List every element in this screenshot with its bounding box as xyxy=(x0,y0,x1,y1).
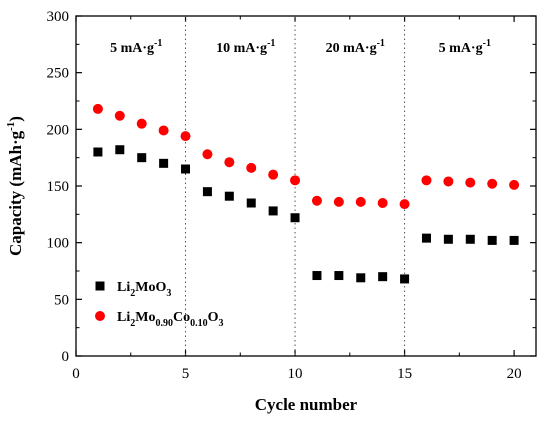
data-point-circle xyxy=(421,175,432,186)
y-axis-title: Capacity (mAh·g-1) xyxy=(5,116,25,256)
data-point-circle xyxy=(114,110,125,121)
y-tick-label: 100 xyxy=(47,236,70,252)
x-axis-title: Cycle number xyxy=(255,395,358,414)
data-point-circle xyxy=(202,149,213,160)
data-point-circle xyxy=(465,177,476,188)
data-point-circle xyxy=(290,175,301,186)
x-tick-label: 10 xyxy=(288,366,303,382)
legend-label: Li2Mo0.90Co0.10O3 xyxy=(117,310,223,329)
data-point-square xyxy=(246,198,256,208)
data-point-square xyxy=(509,235,519,245)
data-point-square xyxy=(334,271,344,281)
data-point-square xyxy=(268,206,278,216)
data-point-circle xyxy=(487,178,498,189)
legend-marker-circle xyxy=(95,311,105,321)
x-tick-label: 20 xyxy=(507,366,522,382)
y-tick-label: 0 xyxy=(62,349,70,365)
data-point-square xyxy=(378,272,388,282)
data-point-square xyxy=(115,145,125,155)
data-point-circle xyxy=(224,157,235,168)
data-point-square xyxy=(400,274,410,284)
y-tick-label: 300 xyxy=(47,9,70,25)
data-point-circle xyxy=(333,196,344,207)
x-tick-label: 0 xyxy=(72,366,80,382)
data-point-circle xyxy=(268,169,279,180)
region-label: 10 mA·g-1 xyxy=(216,38,275,56)
data-point-square xyxy=(421,233,431,243)
data-point-circle xyxy=(246,162,257,173)
region-label: 5 mA·g-1 xyxy=(439,38,491,56)
data-point-square xyxy=(224,191,234,201)
region-label: 20 mA·g-1 xyxy=(326,38,385,56)
y-tick-label: 150 xyxy=(47,179,70,195)
y-tick-label: 50 xyxy=(54,292,69,308)
data-point-circle xyxy=(509,179,520,190)
data-point-circle xyxy=(180,131,191,142)
data-point-circle xyxy=(136,118,147,129)
data-point-circle xyxy=(399,199,410,210)
x-tick-label: 5 xyxy=(182,366,190,382)
data-point-circle xyxy=(443,176,454,187)
data-point-circle xyxy=(355,196,366,207)
y-tick-label: 200 xyxy=(47,122,70,138)
region-label: 5 mA·g-1 xyxy=(110,38,162,56)
data-point-circle xyxy=(377,198,388,208)
legend-marker-square xyxy=(95,281,105,291)
data-point-circle xyxy=(311,195,322,206)
data-point-square xyxy=(465,234,475,244)
x-tick-label: 15 xyxy=(397,366,412,382)
data-point-square xyxy=(487,235,497,245)
legend-label: Li2MoO3 xyxy=(117,280,171,299)
data-point-circle xyxy=(92,103,103,114)
data-point-square xyxy=(356,273,366,283)
data-point-square xyxy=(202,187,212,197)
data-point-square xyxy=(181,164,191,174)
data-point-square xyxy=(443,234,453,244)
data-point-square xyxy=(137,153,147,163)
data-point-square xyxy=(290,213,300,223)
data-point-square xyxy=(93,147,103,157)
data-point-circle xyxy=(158,125,169,136)
y-tick-label: 250 xyxy=(47,66,70,82)
data-point-square xyxy=(312,271,322,281)
data-point-square xyxy=(159,158,169,168)
